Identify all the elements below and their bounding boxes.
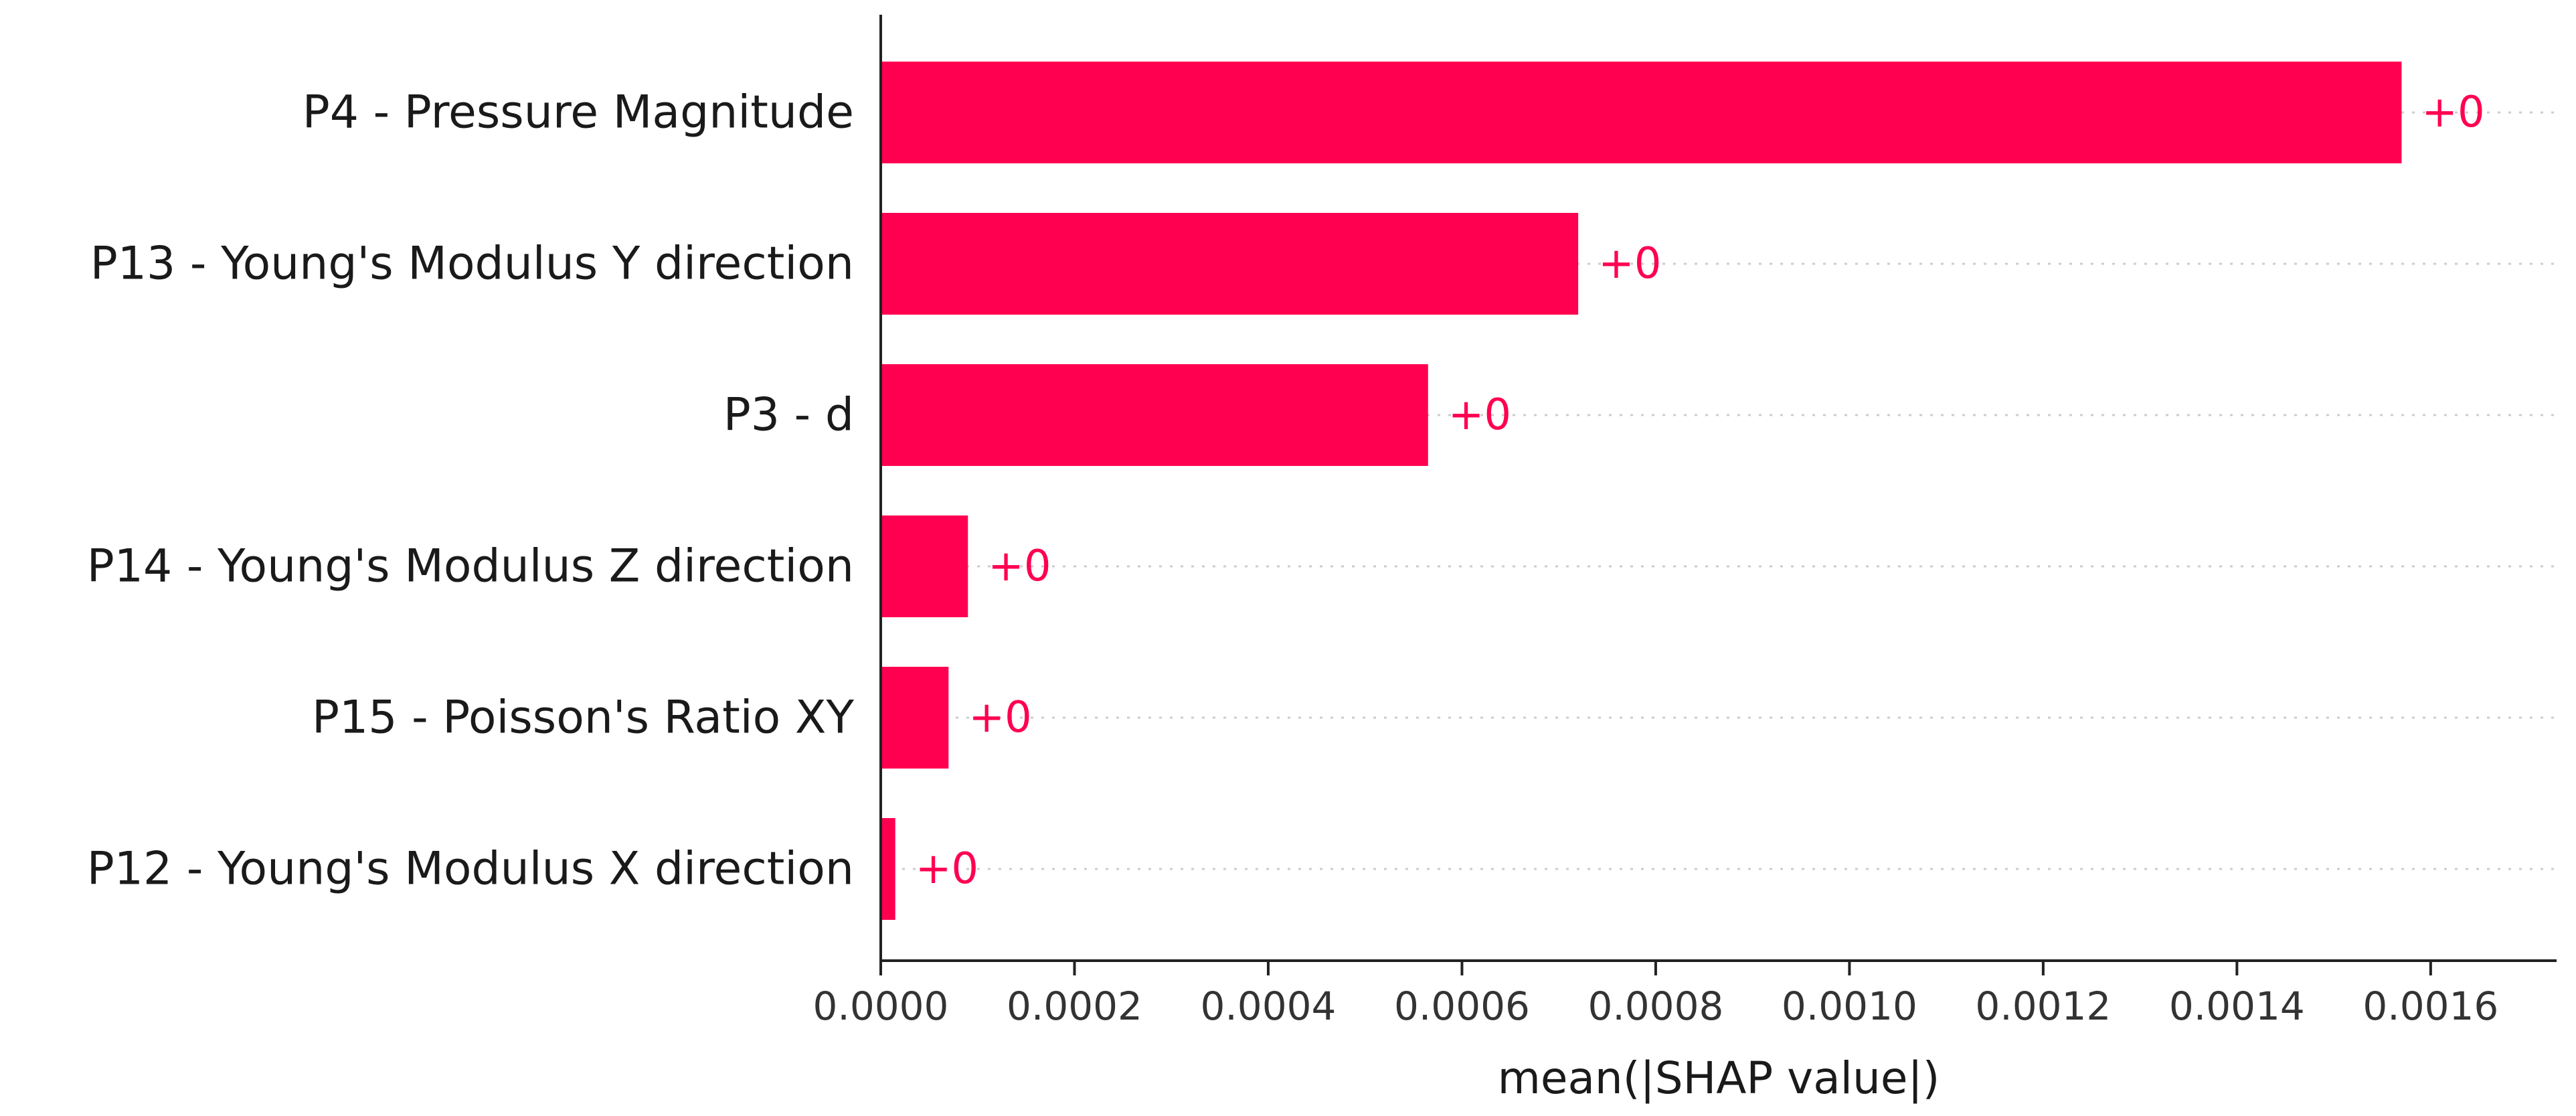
bar — [881, 515, 968, 617]
category-label: P15 - Poisson's Ratio XY — [312, 692, 854, 744]
x-axis-title: mean(|SHAP value|) — [1498, 1052, 1940, 1104]
data-labels: +0 +0 +0 +0 +0 +0 — [916, 88, 2485, 894]
x-tick-label: 0.0016 — [2363, 983, 2498, 1029]
data-label: +0 — [988, 542, 1051, 591]
x-tick-label: 0.0012 — [1975, 983, 2111, 1029]
bar — [881, 62, 2402, 163]
bar — [881, 667, 949, 769]
bars — [881, 62, 2402, 920]
x-tick-label: 0.0008 — [1587, 983, 1723, 1029]
x-tick-label: 0.0004 — [1200, 983, 1336, 1029]
data-label: +0 — [1598, 239, 1661, 289]
data-label: +0 — [916, 844, 978, 894]
data-label: +0 — [968, 693, 1031, 742]
data-label: +0 — [2421, 88, 2484, 137]
category-label: P14 - Young's Modulus Z direction — [87, 540, 854, 593]
category-label: P4 - Pressure Magnitude — [303, 86, 854, 139]
x-tick-label: 0.0010 — [1782, 983, 1917, 1029]
x-ticks: 0.0000 0.0002 0.0004 0.0006 0.0008 0.0010 0.00… — [813, 961, 2498, 1029]
bar — [881, 818, 895, 920]
x-tick-label: 0.0014 — [2169, 983, 2305, 1029]
x-tick-label: 0.0006 — [1394, 983, 1530, 1029]
category-label: P3 - d — [723, 389, 854, 442]
bar — [881, 213, 1579, 315]
data-label: +0 — [1448, 390, 1511, 440]
category-labels: P4 - Pressure Magnitude P13 - Young's Mod… — [87, 86, 855, 896]
category-label: P12 - Young's Modulus X direction — [87, 843, 854, 896]
x-tick-label: 0.0000 — [813, 983, 949, 1029]
x-tick-label: 0.0002 — [1007, 983, 1142, 1029]
category-label: P13 - Young's Modulus Y direction — [90, 238, 854, 291]
bar — [881, 364, 1428, 466]
